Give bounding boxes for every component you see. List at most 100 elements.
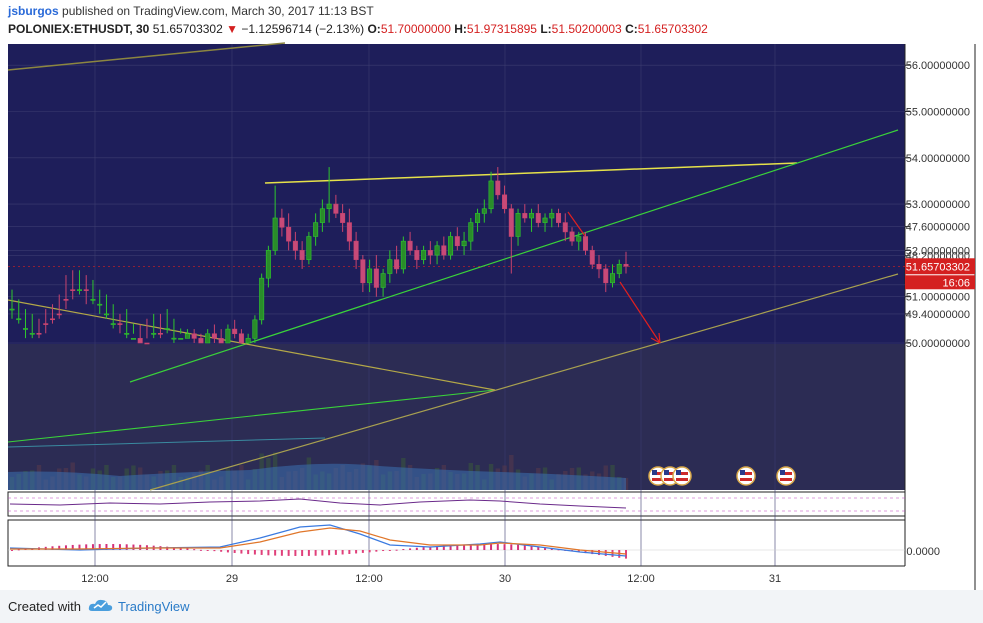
candle-body: [76, 289, 82, 291]
candle-body: [29, 332, 35, 335]
candle-body: [306, 236, 312, 260]
projection-arrow-head: [650, 332, 661, 344]
high-value: 51.97315895: [466, 22, 537, 36]
macd-histogram-bar: [395, 549, 398, 551]
trendline-olive-descending: [7, 299, 496, 391]
macd-histogram-bar: [388, 550, 391, 551]
macd-histogram-bar: [91, 544, 94, 550]
indicator-tick-label: 0.0000: [906, 546, 940, 558]
candle-body: [616, 263, 622, 274]
price-tick-label: 50.00000000: [906, 338, 970, 350]
candle-body: [333, 203, 339, 214]
candle-body: [373, 268, 379, 288]
macd-histogram-bar: [186, 548, 189, 550]
high-label: H:: [454, 22, 467, 36]
candle-body: [549, 213, 555, 219]
macd-histogram-bar: [368, 550, 371, 553]
candle-body: [144, 342, 150, 345]
macd-histogram-bar: [220, 550, 223, 552]
tradingview-brand-link[interactable]: TradingView: [118, 599, 190, 614]
macd-histogram-bar: [260, 550, 263, 555]
macd-histogram-bar: [247, 550, 250, 555]
us-flag-canton: [676, 470, 681, 475]
macd-histogram-bar: [436, 546, 439, 550]
candle-body: [434, 245, 440, 256]
tradingview-cloud-icon[interactable]: [88, 597, 114, 613]
candle-body: [441, 245, 447, 256]
main-pane-lower: [8, 344, 905, 490]
low-label: L:: [540, 22, 552, 36]
candle-body: [515, 213, 521, 237]
candle-body: [481, 208, 487, 214]
candle-body: [576, 236, 582, 242]
us-flag-stripe: [676, 478, 688, 481]
us-flag-canton: [740, 470, 745, 475]
candle-body: [130, 338, 136, 340]
candle-body: [232, 328, 238, 335]
time-tick-label: 30: [499, 573, 511, 585]
countdown-tag: [905, 275, 975, 290]
symbol-line: POLONIEX:ETHUSDT, 30 51.65703302 ▼ −1.12…: [8, 22, 708, 36]
candle-body: [36, 332, 42, 335]
macd-histogram-bar: [118, 544, 121, 550]
macd-histogram-bar: [307, 550, 310, 556]
candle-body: [421, 250, 427, 260]
candle-body: [164, 328, 170, 330]
published-text: published on TradingView.com, March 30, …: [62, 4, 374, 18]
candle-body: [292, 240, 298, 251]
macd-histogram-bar: [301, 550, 304, 556]
candle-body: [360, 259, 366, 284]
price-tick-label: 53.00000000: [906, 199, 970, 211]
macd-histogram-bar: [375, 550, 378, 552]
candle-body: [272, 217, 278, 251]
macd-histogram-bar: [537, 546, 540, 550]
author-link[interactable]: jsburgos: [8, 4, 59, 18]
candle-body: [117, 323, 123, 325]
macd-pane: [7, 519, 906, 567]
macd-histogram-bar: [58, 545, 61, 550]
macd-histogram-bar: [172, 547, 175, 550]
us-flag-stripe: [652, 472, 664, 475]
last-price-tag: [905, 258, 975, 275]
price-tick-label: 56.00000000: [906, 60, 970, 72]
macd-histogram-bar: [51, 546, 54, 550]
macd-histogram-bar: [98, 544, 101, 550]
macd-histogram-bar: [287, 550, 290, 556]
candle-body: [569, 231, 575, 242]
macd-histogram-bar: [274, 550, 277, 556]
candle-body: [583, 236, 589, 251]
candle-body: [529, 213, 535, 219]
macd-histogram-bar: [463, 544, 466, 550]
macd-histogram-bar: [240, 550, 243, 554]
created-with-text: Created with: [8, 599, 81, 614]
macd-histogram-bar: [314, 550, 317, 556]
macd-histogram-bar: [71, 544, 74, 550]
candle-body: [191, 333, 197, 339]
price-axis[interactable]: [905, 44, 975, 590]
candle-body: [394, 259, 400, 270]
open-label: O:: [367, 22, 381, 36]
countdown-label: 16:06: [942, 277, 970, 289]
macd-histogram-bar: [361, 550, 364, 553]
price-change: −1.12596714 (−2.13%): [241, 22, 365, 36]
resistance-trendline: [264, 162, 798, 184]
candle-body: [346, 222, 352, 242]
candle-body: [178, 338, 184, 340]
candle-body: [542, 217, 548, 223]
us-flag-stripe: [664, 472, 676, 475]
macd-histogram-bar: [409, 548, 412, 550]
candle-body: [407, 240, 413, 251]
macd-histogram-bar: [382, 550, 385, 552]
candle-body: [225, 328, 231, 344]
macd-histogram-bar: [415, 547, 418, 550]
macd-histogram-bar: [442, 545, 445, 550]
us-flag-canton: [664, 470, 669, 475]
us-flag-event-icon: [776, 466, 796, 486]
price-chart[interactable]: 56.00000000 55.00000000 54.00000000 53.0000…: [0, 42, 983, 590]
last-price-tag-label: 51.65703302: [906, 261, 970, 273]
macd-histogram-bar: [544, 547, 547, 550]
candle-body: [380, 273, 386, 288]
macd-histogram-bar: [267, 550, 270, 556]
macd-histogram-bar: [591, 550, 594, 555]
candle-body: [279, 217, 285, 228]
